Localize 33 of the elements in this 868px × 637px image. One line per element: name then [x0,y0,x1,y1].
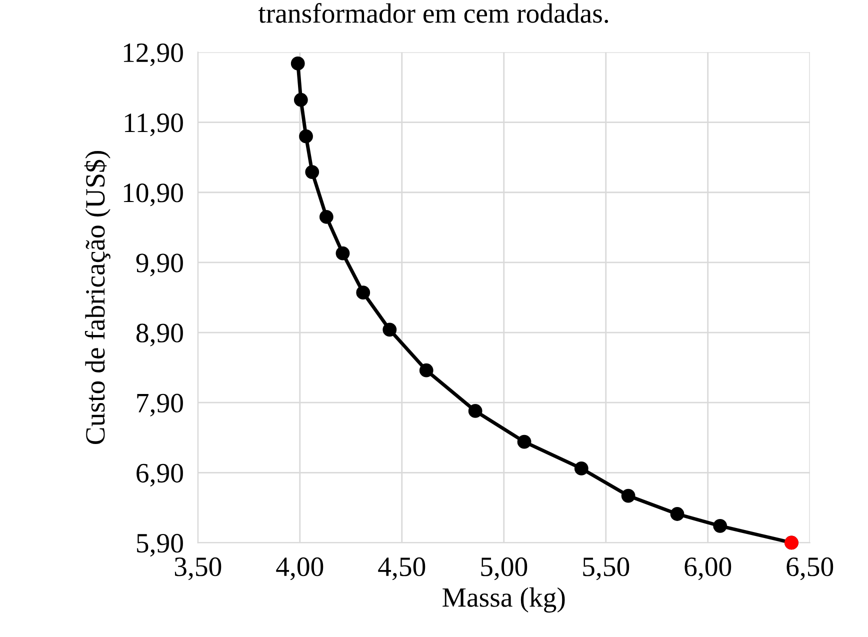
y-tick-label: 7,90 [137,394,183,416]
x-tick-label: 4,50 [378,557,426,580]
x-tick-label: 3,50 [174,557,222,580]
chart-title: transformador em cem rodadas. [258,3,608,23]
point [382,322,397,337]
point [305,165,320,179]
x-tick-label: 6,50 [786,557,834,580]
y-tick-label: 10,90 [124,184,183,206]
x-tick-label: 6,00 [684,557,732,580]
point [713,518,728,533]
y-tick-label: 6,90 [136,464,183,487]
point [356,286,370,300]
point [517,434,532,449]
point [468,404,482,418]
point [419,363,434,378]
y-axis-title: Custo de fabricação (US$) [84,150,110,444]
point [294,92,308,107]
y-tick-label: 11,90 [125,113,183,136]
x-axis-title: Massa (kg) [442,587,565,613]
y-tick-label: 12,90 [124,43,183,66]
x-tick-label: 5,00 [481,557,528,580]
point [319,210,334,224]
x-tick-label: 4,00 [276,557,324,580]
y-tick-label: 9,90 [136,254,183,276]
point [290,56,305,70]
point [670,507,684,521]
y-tick-label: 8,90 [136,324,183,346]
point [336,246,350,260]
point [621,488,636,503]
y-tick-label: 5,90 [137,534,183,557]
x-tick-label: 5,50 [583,557,630,580]
point [299,129,313,144]
point [574,462,588,476]
